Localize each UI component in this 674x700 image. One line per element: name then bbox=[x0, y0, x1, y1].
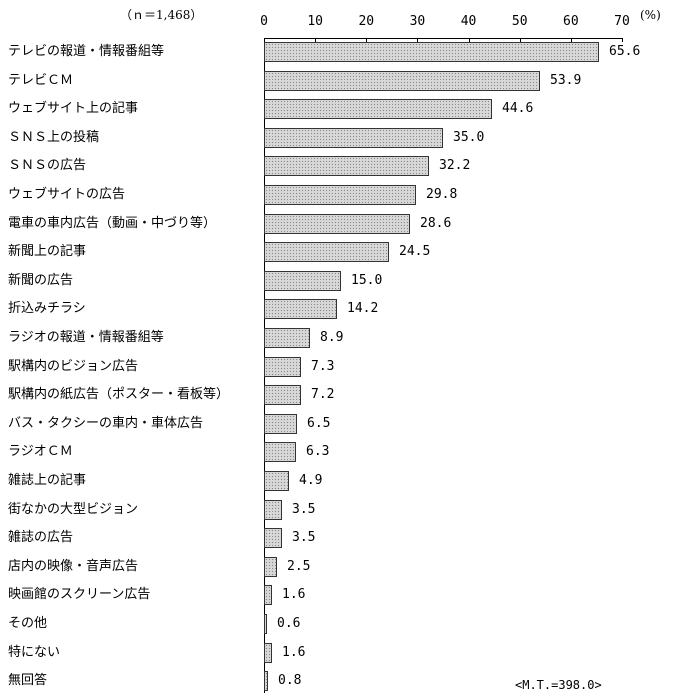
bar bbox=[264, 328, 310, 348]
value-label: 24.5 bbox=[399, 244, 431, 259]
value-label: 1.6 bbox=[282, 645, 306, 660]
category-label: 映画館のスクリーン広告 bbox=[8, 587, 151, 602]
value-label: 7.3 bbox=[311, 359, 335, 374]
bar bbox=[264, 214, 410, 234]
x-tick-label: 40 bbox=[460, 14, 477, 29]
unit-label: (%) bbox=[640, 8, 661, 22]
x-tick-label: 30 bbox=[409, 14, 426, 29]
x-tick-mark bbox=[570, 38, 572, 42]
category-label: ウェブサイトの広告 bbox=[8, 187, 126, 202]
value-label: 0.6 bbox=[277, 616, 301, 631]
x-tick-mark bbox=[315, 38, 317, 42]
x-tick-mark bbox=[622, 38, 623, 42]
category-label: ＳＮＳ上の投稿 bbox=[8, 130, 100, 145]
bar bbox=[264, 185, 416, 205]
bar bbox=[264, 528, 282, 548]
bar bbox=[264, 585, 272, 605]
bar bbox=[264, 128, 443, 148]
x-tick-label: 10 bbox=[307, 14, 323, 29]
category-label: 折込みチラシ bbox=[8, 301, 86, 316]
x-tick-mark bbox=[417, 38, 419, 42]
sample-size-label: （ｎ＝1,468） bbox=[120, 8, 203, 22]
category-label: 新聞上の記事 bbox=[8, 244, 87, 259]
bar bbox=[264, 299, 337, 319]
bar bbox=[264, 442, 296, 462]
value-label: 32.2 bbox=[439, 158, 471, 173]
bar bbox=[264, 500, 282, 520]
value-label: 4.9 bbox=[299, 473, 323, 488]
x-tick-label: 20 bbox=[358, 14, 375, 29]
x-tick-label: 0 bbox=[260, 14, 268, 29]
value-label: 8.9 bbox=[320, 330, 344, 345]
bar bbox=[264, 557, 277, 577]
value-label: 44.6 bbox=[502, 101, 534, 116]
value-label: 6.3 bbox=[306, 444, 330, 459]
category-label: テレビＣＭ bbox=[8, 73, 74, 88]
bar bbox=[264, 42, 599, 62]
bar bbox=[264, 71, 540, 91]
category-label: ラジオの報道・情報番組等 bbox=[8, 330, 164, 345]
bar bbox=[264, 471, 289, 491]
value-label: 53.9 bbox=[550, 73, 582, 88]
bar bbox=[264, 671, 268, 691]
category-label: テレビの報道・情報番組等 bbox=[8, 44, 165, 59]
bar bbox=[264, 414, 297, 434]
x-tick-label: 70 bbox=[614, 14, 630, 29]
category-label: 駅構内のビジョン広告 bbox=[8, 359, 139, 374]
category-label: 雑誌の広告 bbox=[8, 530, 74, 545]
bar bbox=[264, 643, 272, 663]
category-label: 無回答 bbox=[8, 673, 48, 688]
value-label: 3.5 bbox=[292, 502, 316, 517]
category-label: 新聞の広告 bbox=[8, 273, 74, 288]
value-label: 2.5 bbox=[287, 559, 311, 574]
value-label: 3.5 bbox=[292, 530, 316, 545]
category-label: 店内の映像・音声広告 bbox=[8, 559, 139, 574]
category-label: ＳＮＳの広告 bbox=[8, 158, 87, 173]
bar bbox=[264, 99, 492, 119]
value-label: 15.0 bbox=[351, 273, 383, 288]
x-tick-label: 50 bbox=[511, 14, 528, 29]
value-label: 1.6 bbox=[282, 587, 306, 602]
multiple-total-label: <M.T.=398.0> bbox=[515, 678, 602, 692]
x-tick-mark bbox=[468, 38, 470, 42]
value-label: 65.6 bbox=[609, 44, 641, 59]
bar bbox=[264, 357, 301, 377]
bar bbox=[264, 385, 301, 405]
category-label: 特にない bbox=[8, 645, 61, 660]
category-label: 電車の車内広告（動画・中づり等） bbox=[8, 216, 217, 231]
bar bbox=[264, 242, 389, 262]
category-label: ラジオＣＭ bbox=[8, 444, 73, 459]
category-label: ウェブサイト上の記事 bbox=[8, 101, 139, 116]
x-tick-mark bbox=[366, 38, 368, 42]
value-label: 35.0 bbox=[453, 130, 485, 145]
value-label: 29.8 bbox=[426, 187, 458, 202]
value-label: 6.5 bbox=[307, 416, 331, 431]
category-label: バス・タクシーの車内・車体広告 bbox=[8, 416, 204, 431]
value-label: 7.2 bbox=[311, 387, 335, 402]
x-tick-label: 60 bbox=[563, 14, 579, 29]
category-label: 雑誌上の記事 bbox=[8, 473, 87, 488]
value-label: 14.2 bbox=[347, 301, 379, 316]
x-axis-line bbox=[264, 38, 622, 39]
category-label: その他 bbox=[8, 616, 48, 631]
x-tick-mark bbox=[519, 38, 521, 42]
bar bbox=[264, 271, 341, 291]
value-label: 0.8 bbox=[278, 673, 302, 688]
bar bbox=[264, 614, 267, 634]
bar bbox=[264, 156, 429, 176]
value-label: 28.6 bbox=[420, 216, 452, 231]
category-label: 駅構内の紙広告（ポスター・看板等） bbox=[8, 387, 230, 402]
category-label: 街なかの大型ビジョン bbox=[8, 502, 139, 517]
x-tick-mark bbox=[264, 38, 265, 42]
